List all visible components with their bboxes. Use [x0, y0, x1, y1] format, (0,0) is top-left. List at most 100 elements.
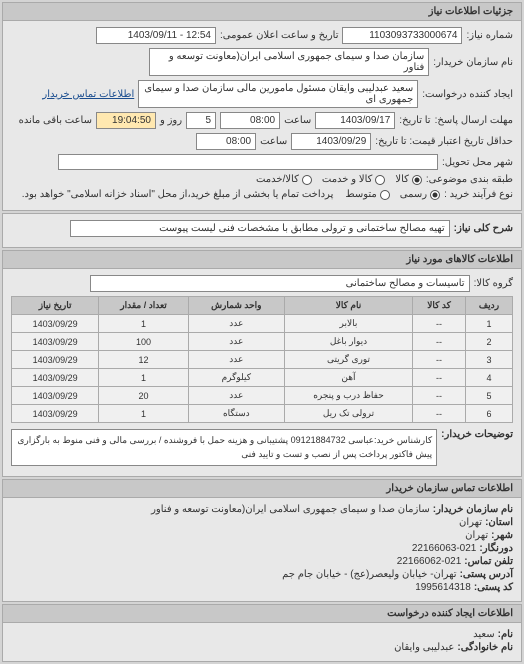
need-details-panel: جزئیات اطلاعات نیاز شماره نیاز: 11030937… — [2, 2, 522, 211]
prefix-value: 22166063-021 — [412, 543, 477, 554]
table-cell: کیلوگرم — [188, 369, 284, 387]
purchase-type-label: نوع فرآیند خرید : — [444, 189, 513, 200]
table-col-header: نام کالا — [284, 297, 412, 315]
contact-panel: اطلاعات تماس سازمان خریدار نام سازمان خر… — [2, 479, 522, 602]
family-value: عبدلیبی وایقان — [394, 642, 454, 653]
remain-days-label: روز و — [160, 115, 182, 126]
postal-label: کد پستی: — [474, 582, 513, 593]
table-cell: -- — [413, 405, 466, 423]
table-cell: 1 — [99, 315, 189, 333]
table-cell: 1403/09/29 — [12, 333, 99, 351]
radio-goods-icon — [412, 175, 422, 185]
purchase-note: پرداخت تمام یا بخشی از مبلغ خرید،از محل … — [22, 189, 334, 200]
table-row: 1--بالابرعدد11403/09/29 — [12, 315, 513, 333]
table-cell: 1403/09/29 — [12, 315, 99, 333]
table-cell: 12 — [99, 351, 189, 369]
radio-medium[interactable]: متوسط — [345, 189, 389, 200]
contact-panel-title: اطلاعات تماس سازمان خریدار — [3, 480, 521, 498]
radio-medium-label: متوسط — [345, 189, 376, 200]
table-cell: 1403/09/29 — [12, 351, 99, 369]
family-label: نام خانوادگی: — [457, 642, 513, 653]
price-date: 1403/09/29 — [291, 133, 371, 150]
table-cell: عدد — [188, 315, 284, 333]
price-deadline-label: حداقل تاریخ اعتبار قیمت: تا تاریخ: — [375, 136, 513, 147]
postal-value: 1995614318 — [415, 582, 471, 593]
radio-official-label: رسمی — [400, 189, 427, 200]
state-value: تهران — [459, 517, 482, 528]
radio-medium-icon — [380, 190, 390, 200]
city-value: تهران — [465, 530, 488, 541]
table-cell: -- — [413, 369, 466, 387]
panel-header-title: جزئیات اطلاعات نیاز — [3, 3, 521, 21]
radio-goods-label: کالا — [395, 174, 409, 185]
radio-service[interactable]: کالا/خدمت — [256, 174, 312, 185]
table-cell: 20 — [99, 387, 189, 405]
table-cell: 1403/09/29 — [12, 405, 99, 423]
radio-goods-service[interactable]: کالا و خدمت — [322, 174, 386, 185]
table-cell: 1 — [465, 315, 512, 333]
table-cell: 1403/09/29 — [12, 387, 99, 405]
table-cell: 1 — [99, 369, 189, 387]
announce-date-value: 12:54 - 1403/09/11 — [96, 27, 216, 44]
name-value: سعید — [473, 629, 494, 640]
goods-table-wrap: ردیفکد کالانام کالاواحد شمارشتعداد / مقد… — [11, 296, 513, 423]
prefix-label: دورنگار: — [479, 543, 513, 554]
table-col-header: تاریخ نیاز — [12, 297, 99, 315]
phone-label: تلفن تماس: — [464, 556, 513, 567]
radio-official[interactable]: رسمی — [400, 189, 440, 200]
goods-table: ردیفکد کالانام کالاواحد شمارشتعداد / مقد… — [11, 296, 513, 423]
table-col-header: تعداد / مقدار — [99, 297, 189, 315]
table-cell: 1403/09/29 — [12, 369, 99, 387]
org-value: سازمان صدا و سیمای جمهوری اسلامی ایران(م… — [151, 504, 430, 515]
announce-date-label: تاریخ و ساعت اعلان عمومی: — [220, 30, 339, 41]
table-cell: توری گریتی — [284, 351, 412, 369]
phone-value: 22166062-021 — [397, 556, 462, 567]
creator-value: سعید عبدلیبی وایقان مسئول مامورین مالی س… — [138, 80, 418, 108]
table-cell: -- — [413, 351, 466, 369]
creator-panel: اطلاعات ایجاد کننده درخواست نام:سعید نام… — [2, 604, 522, 662]
table-cell: ترولی تک ریل — [284, 405, 412, 423]
table-cell: -- — [413, 387, 466, 405]
table-row: 5--حفاظ درب و پنجرهعدد201403/09/29 — [12, 387, 513, 405]
response-date: 1403/09/17 — [315, 112, 395, 129]
name-label: نام: — [498, 629, 513, 640]
desc-label: توضیحات خریدار: — [441, 429, 513, 440]
buyer-desc: کارشناس خرید:عباسی 09121884732 پشتیبانی … — [11, 429, 437, 466]
group-label: گروه کالا: — [474, 278, 513, 289]
contact-link[interactable]: اطلاعات تماس خریدار — [42, 89, 134, 100]
radio-service-label: کالا/خدمت — [256, 174, 299, 185]
response-deadline-label: مهلت ارسال پاسخ: — [435, 115, 513, 126]
remain-time: 19:04:50 — [96, 112, 156, 129]
table-cell: عدد — [188, 333, 284, 351]
classification-group: کالا کالا و خدمت کالا/خدمت — [256, 174, 422, 185]
remain-label: ساعت باقی مانده — [19, 115, 92, 126]
table-cell: 100 — [99, 333, 189, 351]
table-cell: 2 — [465, 333, 512, 351]
city-label: شهر: — [491, 530, 513, 541]
buyer-name-value: سازمان صدا و سیمای جمهوری اسلامی ایران(م… — [149, 48, 429, 76]
response-time-label: ساعت — [284, 115, 311, 126]
state-label: استان: — [485, 517, 513, 528]
radio-goods[interactable]: کالا — [395, 174, 422, 185]
table-cell: -- — [413, 315, 466, 333]
table-cell: حفاظ درب و پنجره — [284, 387, 412, 405]
price-time: 08:00 — [196, 133, 256, 150]
address-label: آدرس پستی: — [460, 569, 513, 580]
need-title-panel: شرح کلی نیاز: تهیه مصالح ساختمانی و ترول… — [2, 213, 522, 248]
delivery-city-label: شهر محل تحویل: — [442, 157, 513, 168]
table-cell: 1 — [99, 405, 189, 423]
goods-panel-title: اطلاعات کالاهای مورد نیاز — [3, 251, 521, 269]
table-row: 6--ترولی تک ریلدستگاه11403/09/29 — [12, 405, 513, 423]
table-cell: دستگاه — [188, 405, 284, 423]
price-time-label: ساعت — [260, 136, 287, 147]
table-cell: آهن — [284, 369, 412, 387]
goods-panel: اطلاعات کالاهای مورد نیاز گروه کالا: تاس… — [2, 250, 522, 477]
table-cell: 5 — [465, 387, 512, 405]
table-row: 4--آهنکیلوگرم11403/09/29 — [12, 369, 513, 387]
table-cell: 4 — [465, 369, 512, 387]
radio-goods-service-label: کالا و خدمت — [322, 174, 373, 185]
table-cell: دیوار باغل — [284, 333, 412, 351]
need-title-value: تهیه مصالح ساختمانی و ترولی مطابق با مشخ… — [70, 220, 450, 237]
table-cell: -- — [413, 333, 466, 351]
table-cell: عدد — [188, 351, 284, 369]
